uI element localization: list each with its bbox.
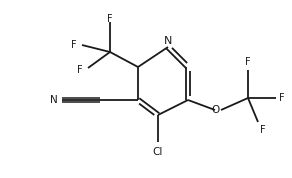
Text: Cl: Cl [153, 147, 163, 157]
Text: F: F [107, 14, 113, 24]
Text: F: F [279, 93, 285, 103]
Text: F: F [77, 65, 83, 75]
Text: N: N [50, 95, 58, 105]
Text: O: O [211, 105, 219, 115]
Text: F: F [71, 40, 77, 50]
Text: F: F [260, 125, 266, 135]
Text: F: F [245, 57, 251, 67]
Text: N: N [164, 36, 172, 46]
